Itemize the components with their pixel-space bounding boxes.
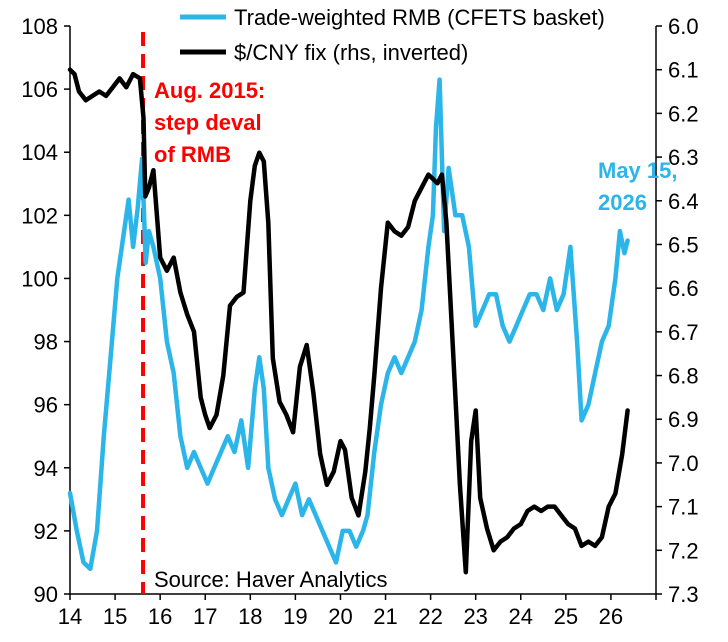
annotation-latest-date: 2026 xyxy=(598,190,647,215)
left-tick-label: 104 xyxy=(21,140,58,165)
left-tick-label: 108 xyxy=(21,14,58,39)
right-tick-label: 6.2 xyxy=(668,101,699,126)
left-tick-label: 102 xyxy=(21,203,58,228)
left-tick-label: 94 xyxy=(34,456,58,481)
x-tick-label: 26 xyxy=(599,604,623,629)
x-tick-label: 25 xyxy=(554,604,578,629)
right-tick-label: 7.1 xyxy=(668,495,699,520)
annotation-latest-date: May 15, xyxy=(598,158,678,183)
series-line-usdcny-fix xyxy=(67,67,630,575)
left-tick-label: 98 xyxy=(34,330,58,355)
annotation-devaluation: Aug. 2015: xyxy=(154,78,265,103)
right-tick-label: 6.4 xyxy=(668,189,699,214)
legend-label: Trade-weighted RMB (CFETS basket) xyxy=(234,5,605,30)
x-tick-label: 16 xyxy=(148,604,172,629)
right-tick-label: 6.5 xyxy=(668,232,699,257)
legend-label: $/CNY fix (rhs, inverted) xyxy=(234,40,468,65)
annotation-devaluation: step deval xyxy=(154,110,262,135)
x-tick-label: 17 xyxy=(193,604,217,629)
x-tick-label: 19 xyxy=(283,604,307,629)
x-tick-label: 21 xyxy=(373,604,397,629)
right-tick-label: 6.1 xyxy=(668,58,699,83)
right-tick-label: 6.0 xyxy=(668,14,699,39)
right-tick-label: 6.8 xyxy=(668,364,699,389)
left-tick-label: 90 xyxy=(34,582,58,607)
left-tick-label: 96 xyxy=(34,393,58,418)
x-axis-ticks: 14 15 16 17 18 19 20 21 22 23 24 25 26 xyxy=(58,594,657,629)
right-axis-ticks: 6.0 6.1 6.2 6.3 6.4 6.5 6.6 6.7 6.8 6.9 7.0 7.1 7.2 7… xyxy=(656,14,699,607)
left-axis-ticks: 90 92 94 96 98 100 102 104 106 108 xyxy=(21,14,70,607)
annotation-devaluation: of RMB xyxy=(154,142,231,167)
right-tick-label: 6.7 xyxy=(668,320,699,345)
right-tick-label: 6.6 xyxy=(668,276,699,301)
source-note: Source: Haver Analytics xyxy=(154,567,388,592)
series-lines xyxy=(67,67,630,575)
right-tick-label: 6.9 xyxy=(668,407,699,432)
x-tick-label: 23 xyxy=(463,604,487,629)
annotations: Aug. 2015: step deval of RMB May 15, 2026 xyxy=(154,78,678,215)
right-tick-label: 7.3 xyxy=(668,582,699,607)
left-tick-label: 92 xyxy=(34,519,58,544)
right-tick-label: 6.3 xyxy=(668,145,699,170)
x-tick-label: 24 xyxy=(509,604,533,629)
series-line-trade-weighted-rmb xyxy=(67,77,630,572)
x-tick-label: 18 xyxy=(238,604,262,629)
right-tick-label: 7.0 xyxy=(668,451,699,476)
left-tick-label: 100 xyxy=(21,266,58,291)
x-tick-label: 15 xyxy=(103,604,127,629)
right-tick-label: 7.2 xyxy=(668,538,699,563)
x-tick-label: 22 xyxy=(418,604,442,629)
x-tick-label: 20 xyxy=(328,604,352,629)
legend: Trade-weighted RMB (CFETS basket) $/CNY f… xyxy=(180,5,605,65)
left-tick-label: 106 xyxy=(21,77,58,102)
x-tick-label: 14 xyxy=(58,604,82,629)
